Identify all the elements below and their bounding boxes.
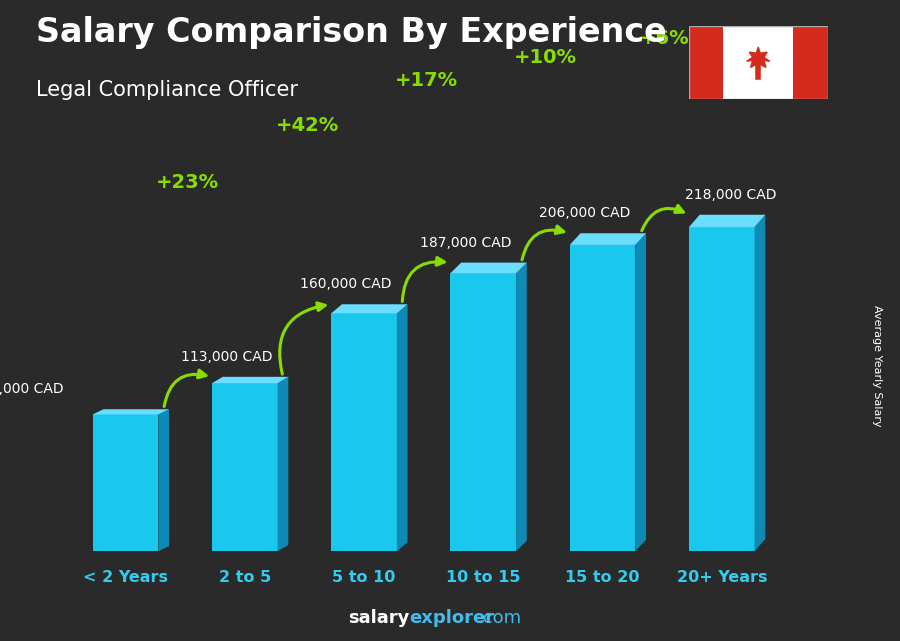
Bar xyxy=(793,26,828,99)
Text: 5 to 10: 5 to 10 xyxy=(332,570,396,585)
Text: .com: .com xyxy=(477,609,521,627)
Text: explorer: explorer xyxy=(410,609,495,627)
Polygon shape xyxy=(277,377,288,551)
Text: Salary Comparison By Experience: Salary Comparison By Experience xyxy=(36,16,667,49)
Polygon shape xyxy=(635,233,646,551)
Polygon shape xyxy=(451,263,526,273)
Bar xyxy=(688,26,724,99)
Text: 2 to 5: 2 to 5 xyxy=(219,570,271,585)
Bar xyxy=(570,245,635,551)
Text: 20+ Years: 20+ Years xyxy=(677,570,767,585)
Bar xyxy=(689,227,754,551)
Text: +23%: +23% xyxy=(157,173,220,192)
Text: 10 to 15: 10 to 15 xyxy=(446,570,520,585)
Polygon shape xyxy=(516,263,526,551)
Text: 187,000 CAD: 187,000 CAD xyxy=(419,236,511,250)
Bar xyxy=(93,415,158,551)
Polygon shape xyxy=(689,215,765,227)
Text: 206,000 CAD: 206,000 CAD xyxy=(539,206,630,221)
Polygon shape xyxy=(212,377,288,383)
Bar xyxy=(331,313,397,551)
Text: +42%: +42% xyxy=(275,115,338,135)
Text: +10%: +10% xyxy=(514,48,577,67)
Bar xyxy=(212,383,277,551)
Text: 160,000 CAD: 160,000 CAD xyxy=(301,278,392,292)
Text: 218,000 CAD: 218,000 CAD xyxy=(685,188,777,202)
Polygon shape xyxy=(747,47,770,67)
Polygon shape xyxy=(754,215,765,551)
Bar xyxy=(724,26,793,99)
Bar xyxy=(451,273,516,551)
Text: < 2 Years: < 2 Years xyxy=(83,570,168,585)
Text: 113,000 CAD: 113,000 CAD xyxy=(181,350,273,364)
Polygon shape xyxy=(397,304,408,551)
Text: 15 to 20: 15 to 20 xyxy=(565,570,640,585)
Polygon shape xyxy=(570,233,646,245)
Polygon shape xyxy=(93,409,169,415)
Text: salary: salary xyxy=(348,609,410,627)
Text: +6%: +6% xyxy=(640,29,689,48)
Text: 92,000 CAD: 92,000 CAD xyxy=(0,383,63,396)
Polygon shape xyxy=(331,304,408,313)
Text: Average Yearly Salary: Average Yearly Salary xyxy=(872,304,883,426)
Polygon shape xyxy=(158,409,169,551)
Text: Legal Compliance Officer: Legal Compliance Officer xyxy=(36,80,298,100)
Text: +17%: +17% xyxy=(395,71,458,90)
